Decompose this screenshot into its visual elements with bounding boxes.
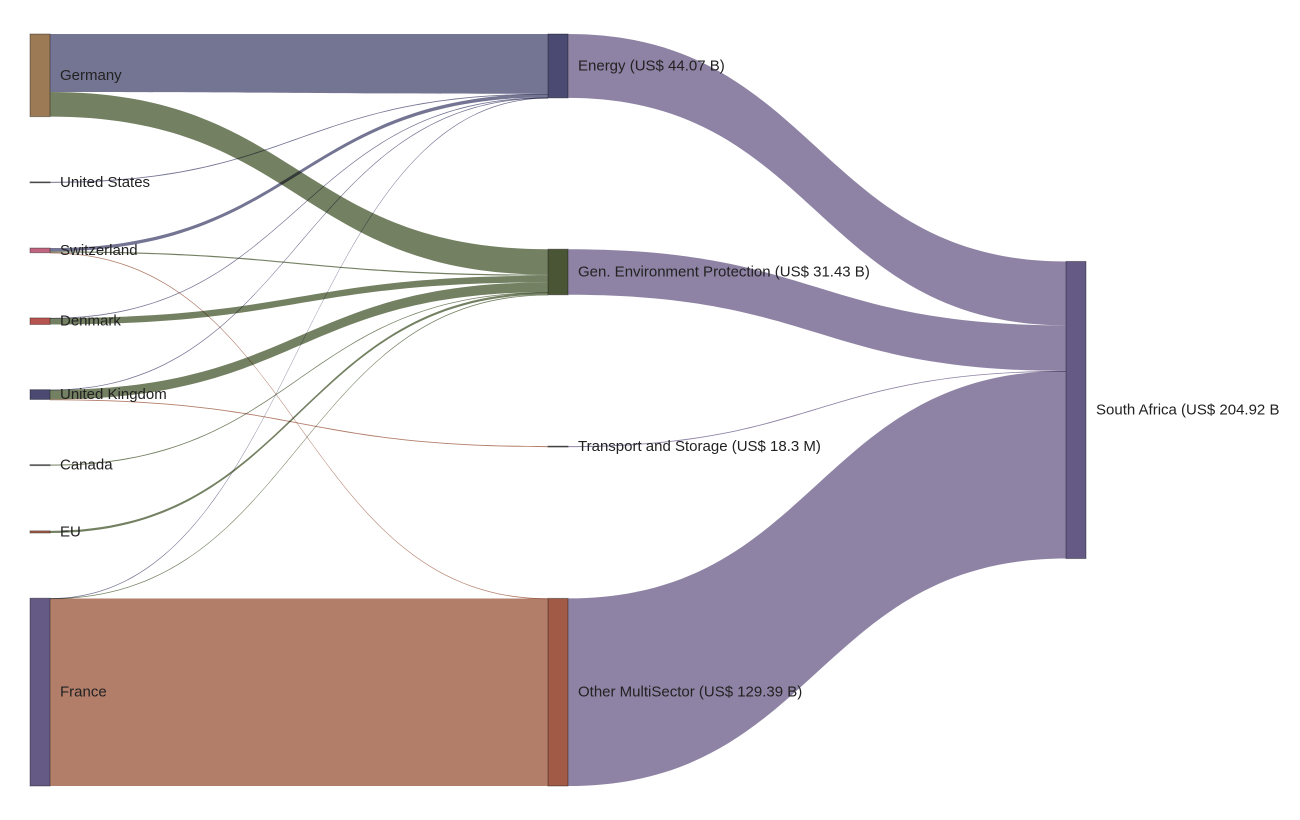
node-germany — [29, 33, 51, 118]
link-united_kingdom-to-gen_env — [50, 282, 548, 400]
link-canada-to-gen_env — [50, 292, 548, 466]
node-south-africa — [1065, 260, 1087, 560]
link-france-to-energy — [50, 97, 548, 600]
link-switzerland-to-other_multi — [50, 252, 548, 600]
sankey-labels: Germany United States Switzerland Denmark Un… — [60, 57, 1279, 700]
node-denmark — [29, 317, 51, 325]
link-gen_env-to-south_africa — [568, 249, 1066, 371]
node-switzerland — [29, 247, 51, 254]
node-united-kingdom — [29, 389, 51, 400]
node-eu — [29, 530, 51, 534]
node-label-other-multi: Other MultiSector (US$ 129.39 B) — [578, 684, 802, 701]
link-germany-to-energy — [50, 34, 548, 94]
node-label-denmark: Denmark — [60, 313, 121, 330]
link-germany-to-gen_env — [50, 92, 548, 275]
link-eu-to-gen_env — [50, 292, 548, 534]
node-label-united-kingdom: United Kingdom — [60, 386, 167, 403]
sankey-nodes — [29, 33, 1087, 787]
link-other_multi-to-south_africa — [568, 370, 1066, 786]
link-united_kingdom-to-energy — [50, 97, 548, 391]
node-gen-env — [547, 248, 569, 296]
node-france — [29, 597, 51, 787]
link-switzerland-to-gen_env — [50, 251, 548, 276]
node-canada — [29, 464, 51, 467]
node-label-gen-env: Gen. Environment Protection (US$ 31.43 B… — [578, 263, 870, 280]
link-denmark-to-energy — [50, 97, 548, 319]
link-france-to-other_multi — [50, 598, 548, 786]
link-france-to-gen_env — [50, 294, 548, 600]
node-other-multi — [547, 597, 569, 787]
link-united_kingdom-to-transport — [50, 399, 548, 448]
link-united_states-to-energy — [50, 93, 548, 183]
link-energy-to-south_africa — [568, 34, 1066, 326]
link-switzerland-to-energy — [50, 93, 548, 252]
node-label-canada: Canada — [60, 457, 113, 474]
node-label-eu: EU — [60, 523, 81, 540]
node-label-france: France — [60, 684, 107, 701]
node-label-south-africa: South Africa (US$ 204.92 B — [1096, 402, 1279, 419]
node-label-transport: Transport and Storage (US$ 18.3 M) — [578, 438, 821, 455]
node-transport — [547, 445, 569, 448]
node-united-states — [29, 181, 51, 184]
node-energy — [547, 33, 569, 99]
node-label-energy: Energy (US$ 44.07 B) — [578, 57, 725, 74]
node-label-germany: Germany — [60, 67, 122, 84]
link-denmark-to-gen_env — [50, 275, 548, 325]
node-label-united-states: United States — [60, 174, 150, 191]
link-transport-to-south_africa — [568, 370, 1066, 448]
sankey-links — [50, 34, 1066, 786]
node-label-switzerland: Switzerland — [60, 242, 138, 259]
